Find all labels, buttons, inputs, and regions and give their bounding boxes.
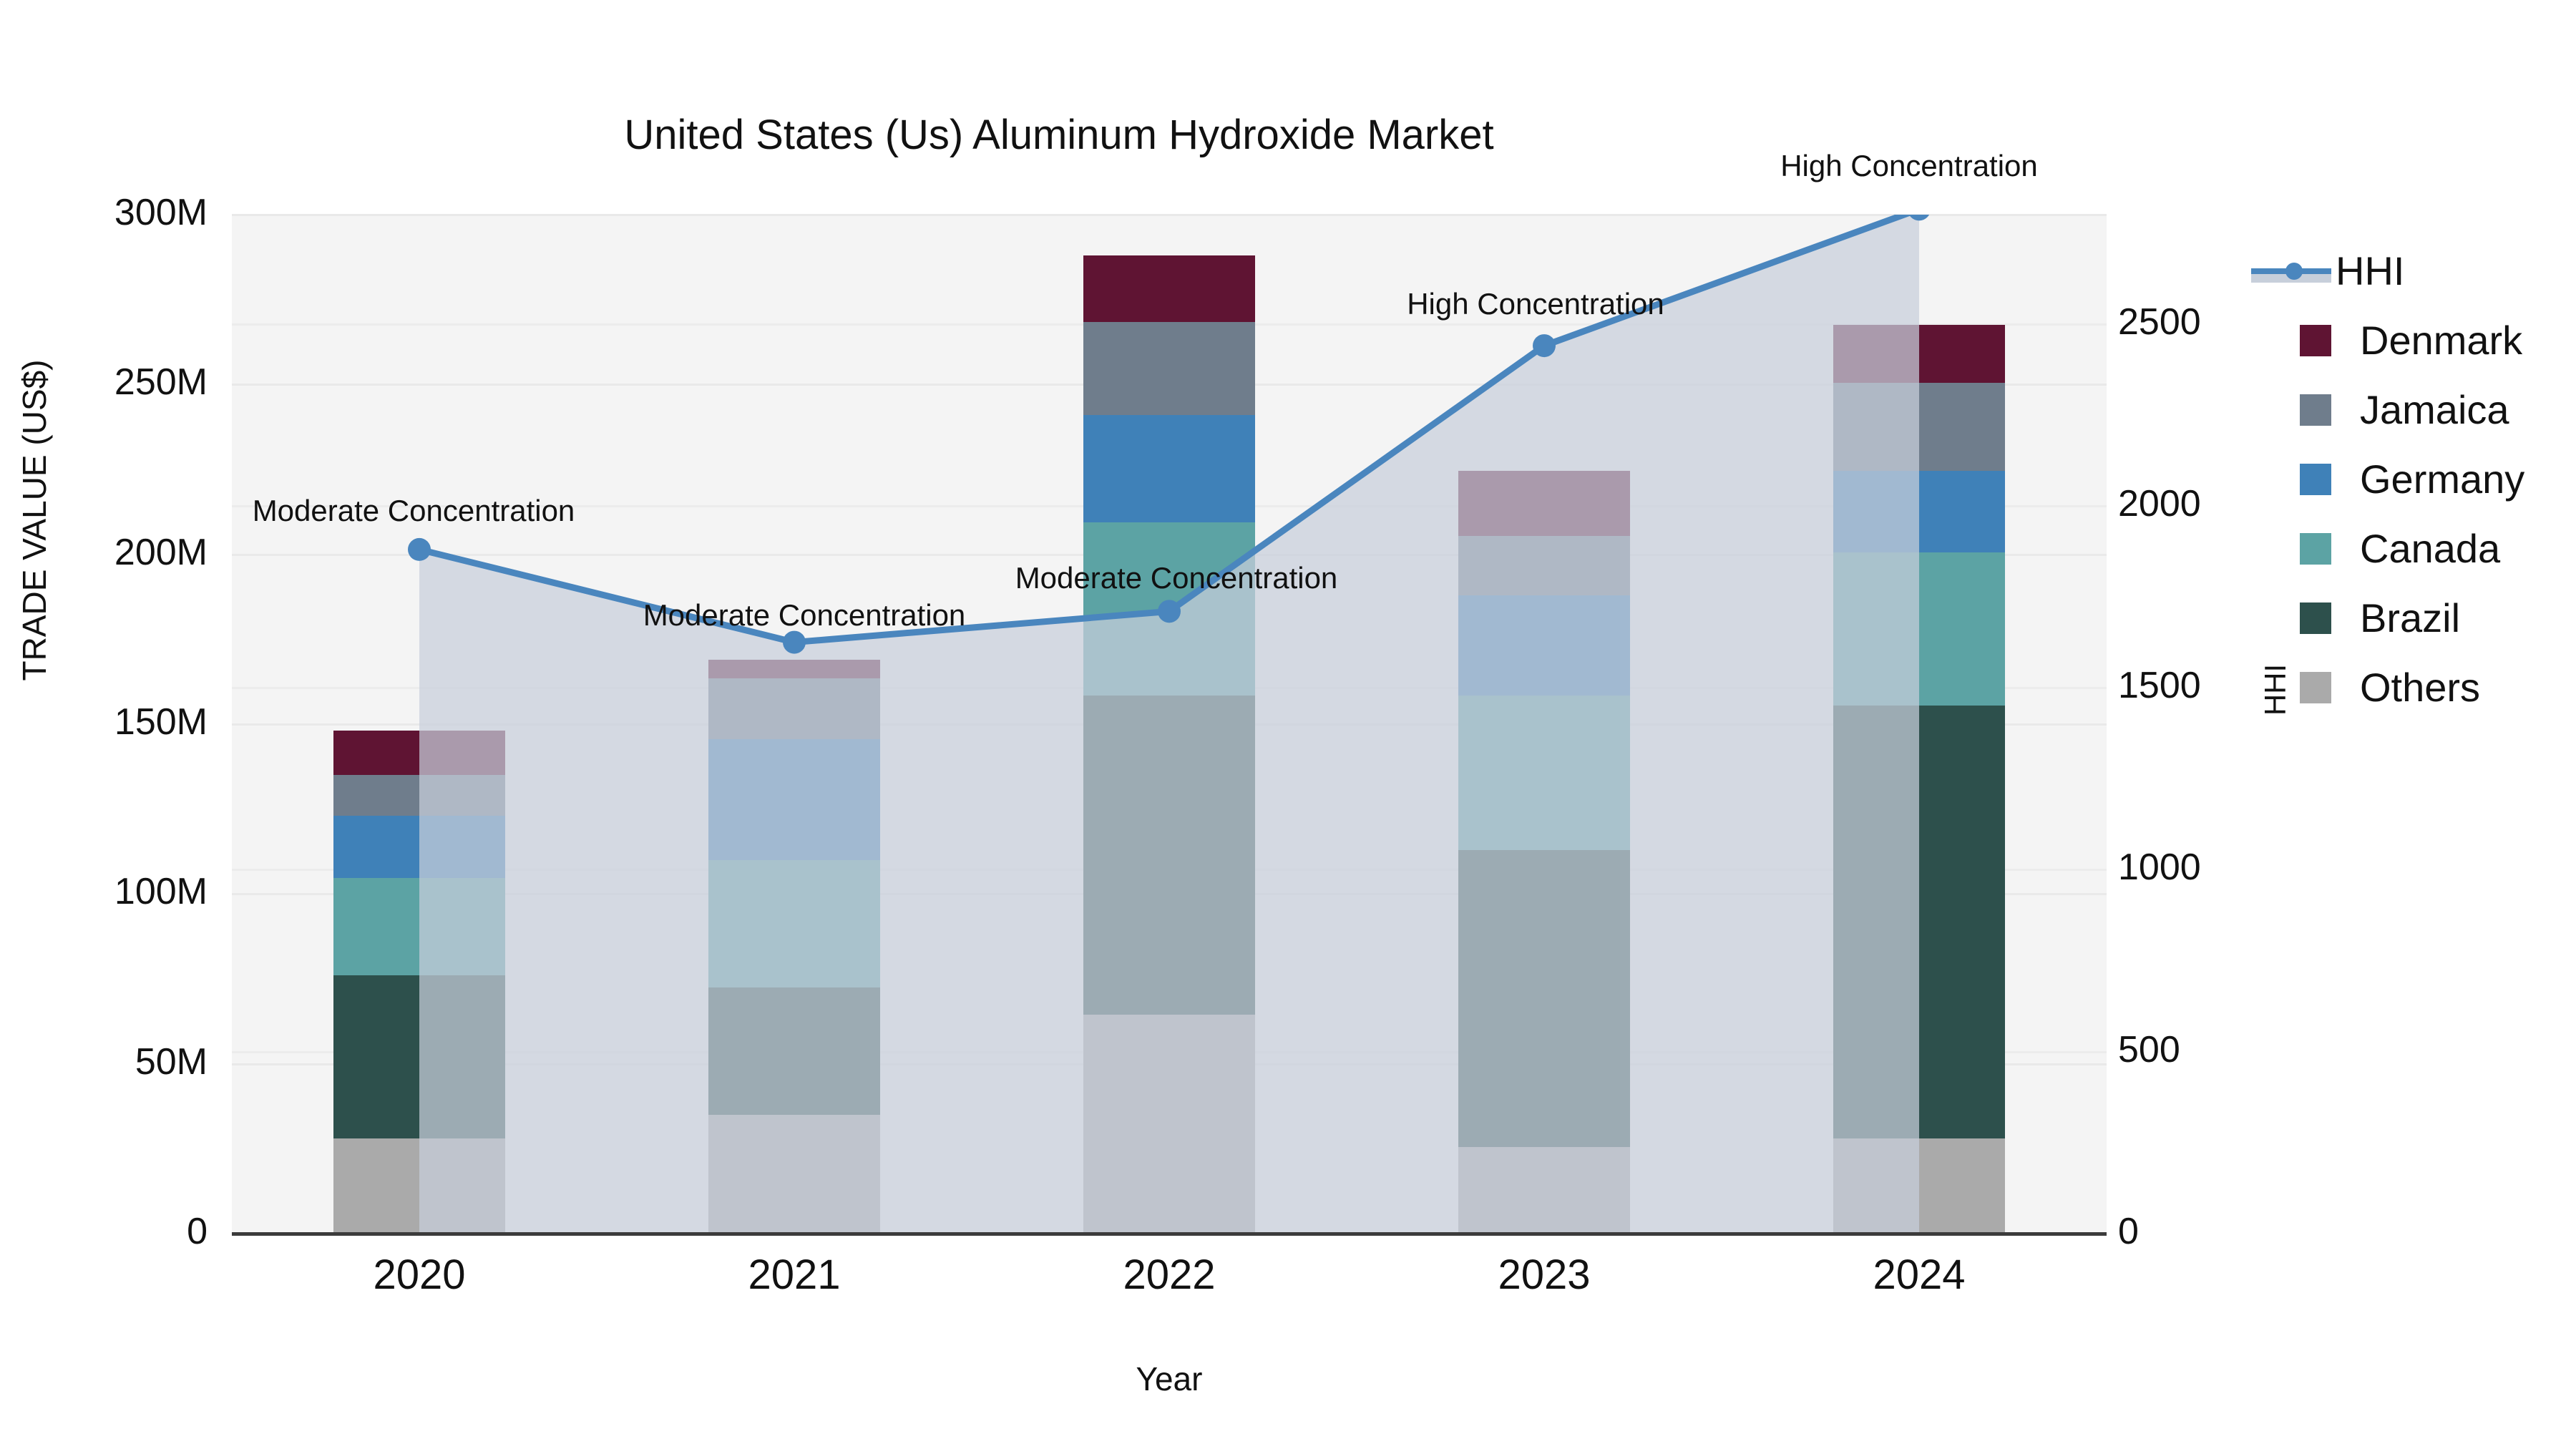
y-tick-left: 200M (114, 531, 208, 573)
x-tick-2024: 2024 (1873, 1252, 1966, 1298)
hhi-annotation-2021: Moderate Concentration (643, 597, 966, 632)
legend-swatch-germany (2300, 463, 2331, 495)
hhi-line-icon (2251, 255, 2331, 287)
x-axis-line (232, 1232, 2107, 1236)
x-axis-label: Year (1136, 1360, 1203, 1397)
hhi-area-fill (419, 215, 1919, 1234)
legend-item-hhi[interactable]: HHI (2251, 236, 2576, 306)
legend: HHI Denmark Jamaica Germany Canada Brazil Othe… (2251, 236, 2576, 722)
hhi-line-series (408, 215, 1931, 1234)
bar-segment-jamaica[interactable] (1083, 321, 1255, 416)
chart-title-line-1: United States (Us) Aluminum Hydroxide Ma… (624, 112, 1494, 159)
bar-segment-germany[interactable] (1083, 415, 1255, 522)
y-tick-right: 1000 (2118, 847, 2201, 889)
legend-item-canada[interactable]: Canada (2275, 514, 2576, 583)
x-tick-2021: 2021 (748, 1252, 841, 1298)
y-tick-left: 250M (114, 361, 208, 404)
y-tick-right: 2500 (2118, 301, 2201, 343)
hhi-point-2024[interactable] (1908, 215, 1931, 221)
legend-swatch-denmark (2300, 324, 2331, 356)
gridline-left (232, 214, 2107, 216)
legend-label-denmark: Denmark (2360, 318, 2523, 363)
bar-segment-denmark[interactable] (1083, 255, 1255, 322)
legend-item-brazil[interactable]: Brazil (2275, 583, 2576, 653)
y-axis-left-label: TRADE VALUE (US$) (16, 359, 53, 681)
y-tick-left: 100M (114, 871, 208, 913)
legend-label-germany: Germany (2360, 457, 2525, 502)
legend-label-canada: Canada (2360, 526, 2501, 571)
y-tick-right: 2000 (2118, 482, 2201, 525)
legend-label-brazil: Brazil (2360, 595, 2461, 640)
legend-label-others: Others (2360, 665, 2481, 710)
y-tick-right: 1500 (2118, 665, 2201, 707)
legend-swatch-brazil (2300, 602, 2331, 634)
x-tick-2022: 2022 (1123, 1252, 1216, 1298)
legend-label-jamaica: Jamaica (2360, 387, 2509, 432)
y-tick-right: 500 (2118, 1028, 2180, 1070)
hhi-annotation-2023: High Concentration (1407, 287, 1664, 321)
y-tick-left: 150M (114, 701, 208, 743)
hhi-annotation-2024: High Concentration (1780, 149, 2038, 183)
legend-label-hhi: HHI (2336, 248, 2405, 293)
y-tick-right: 0 (2118, 1211, 2139, 1252)
hhi-point-2020[interactable] (408, 537, 431, 561)
hhi-annotation-2020: Moderate Concentration (252, 493, 575, 527)
legend-item-others[interactable]: Others (2275, 653, 2576, 722)
y-tick-left: 50M (135, 1040, 208, 1083)
legend-swatch-jamaica (2300, 394, 2331, 426)
y-tick-left: 0 (187, 1211, 208, 1252)
hhi-point-2021[interactable] (783, 630, 806, 654)
hhi-annotation-2022: Moderate Concentration (1015, 561, 1338, 595)
legend-item-germany[interactable]: Germany (2275, 444, 2576, 514)
legend-item-jamaica[interactable]: Jamaica (2275, 375, 2576, 444)
hhi-point-2023[interactable] (1533, 334, 1556, 358)
legend-item-denmark[interactable]: Denmark (2275, 306, 2576, 375)
x-tick-2023: 2023 (1498, 1252, 1591, 1298)
hhi-point-2022[interactable] (1158, 600, 1181, 623)
y-tick-left: 300M (114, 192, 208, 233)
legend-swatch-canada (2300, 532, 2331, 565)
legend-swatch-others (2300, 671, 2331, 703)
x-tick-2020: 2020 (373, 1252, 466, 1298)
